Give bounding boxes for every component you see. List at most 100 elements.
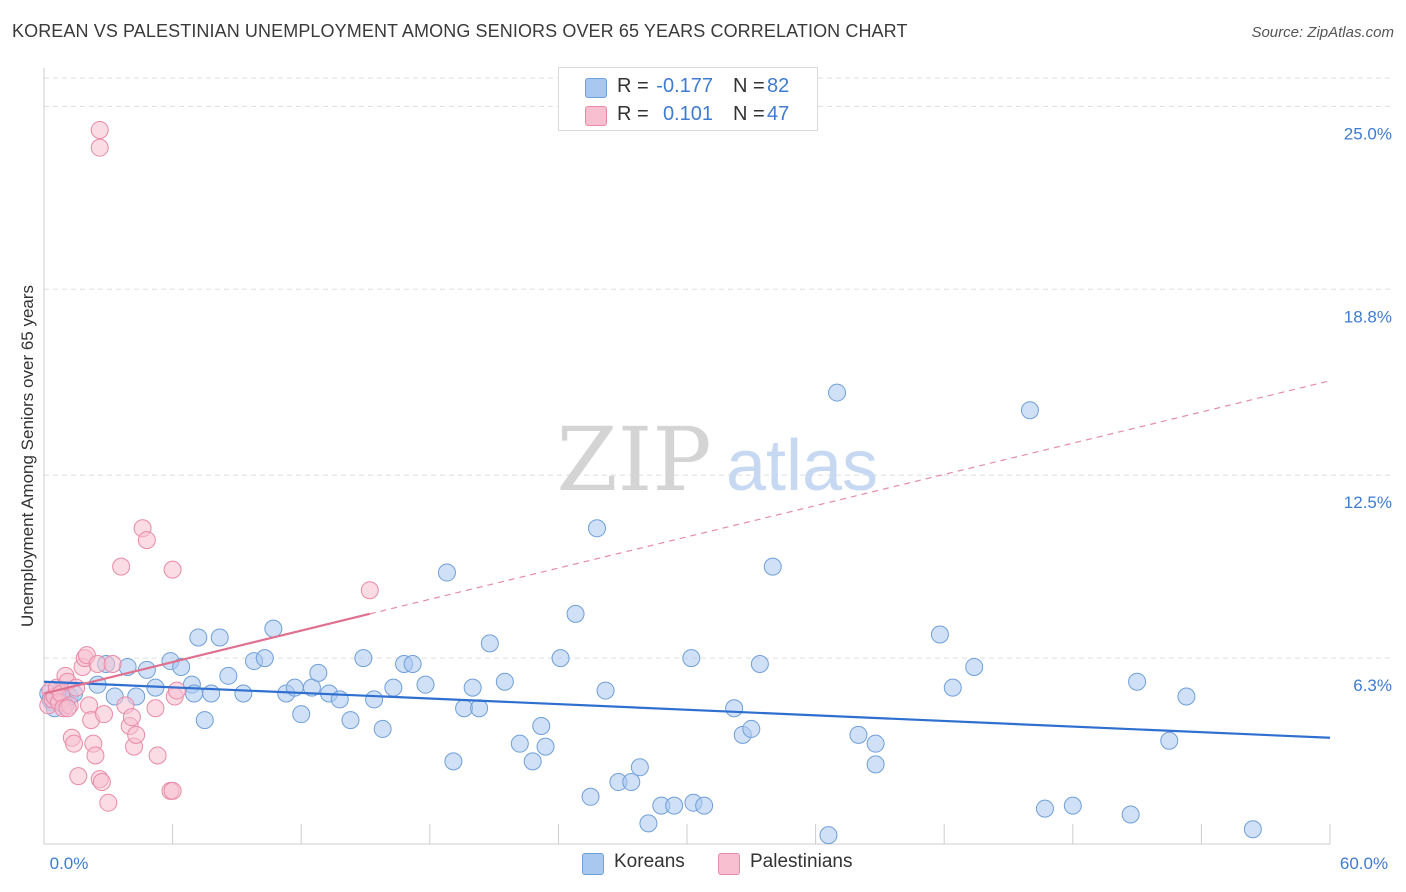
palestinian-point: [69, 767, 88, 786]
korean-point: [750, 655, 769, 674]
korean-point: [416, 675, 435, 694]
correlation-legend: R = -0.177 N = 82 R = 0.101 N = 47: [558, 67, 818, 131]
n-label: N =: [733, 103, 765, 125]
palestinian-point: [137, 531, 156, 550]
korean-point: [639, 814, 658, 833]
legend-row-korean: R = -0.177 N = 82: [559, 72, 817, 102]
palestinian-point: [95, 705, 114, 724]
korean-point: [341, 711, 360, 730]
y-tick-label: 6.3%: [1353, 676, 1392, 695]
palestinian-point: [99, 793, 118, 812]
korean-point: [523, 752, 542, 771]
korean-point: [1128, 672, 1147, 691]
korean-point: [943, 678, 962, 697]
korean-point: [725, 699, 744, 718]
korean-point: [866, 734, 885, 753]
palestinian-point: [127, 725, 146, 744]
palestinian-point: [90, 138, 109, 157]
korean-point: [596, 681, 615, 700]
korean-point: [622, 773, 641, 792]
korean-point: [354, 649, 373, 668]
korean-point: [1121, 805, 1140, 824]
korean-point: [849, 725, 868, 744]
palestinian-point: [88, 655, 107, 674]
n-label: N =: [733, 75, 765, 97]
palestinian-point: [146, 699, 165, 718]
korean-point: [255, 649, 274, 668]
korean-point: [566, 604, 585, 623]
palestinian-point: [90, 120, 109, 139]
korean-point: [630, 758, 649, 777]
palestinian-point: [163, 560, 182, 579]
korean-point: [536, 737, 555, 756]
y-axis-title: Unemployment Among Seniors over 65 years: [18, 284, 37, 628]
korean-point: [930, 625, 949, 644]
korean-point: [444, 752, 463, 771]
korean-point: [495, 672, 514, 691]
korean-point: [581, 787, 600, 806]
korean-point: [463, 678, 482, 697]
legend-label: Palestinians: [750, 851, 853, 872]
korean-point: [1177, 687, 1196, 706]
korean-point: [172, 657, 191, 676]
watermark: ZIP atlas: [556, 408, 878, 511]
y-tick-label: 18.8%: [1344, 307, 1392, 326]
korean-swatch: [582, 853, 604, 875]
palestinian-swatch: [585, 106, 607, 126]
palestinian-point: [167, 681, 186, 700]
korean-point: [510, 734, 529, 753]
korean-point: [551, 649, 570, 668]
n-value: 47: [767, 103, 790, 125]
korean-point: [742, 719, 761, 738]
korean-point: [195, 711, 214, 730]
r-value: 0.101: [662, 103, 713, 125]
tick-labels: 6.3% 12.5% 18.8% 25.0% 0.0% 60.0%: [50, 124, 1392, 873]
korean-point: [455, 699, 474, 718]
chart-title: KOREAN VS PALESTINIAN UNEMPLOYMENT AMONG…: [12, 21, 908, 41]
palestinian-point: [80, 696, 99, 715]
palestinian-point: [65, 734, 84, 753]
source-label: Source: ZipAtlas.com: [1251, 24, 1394, 41]
korean-point: [682, 649, 701, 668]
korean-point: [309, 663, 328, 682]
korean-point: [219, 666, 238, 685]
korean-point: [965, 657, 984, 676]
legend-row-palestinian: R = 0.101 N = 47: [559, 100, 817, 130]
palestinian-points: [39, 120, 379, 812]
palestinian-point: [58, 699, 77, 718]
korean-point: [365, 690, 384, 709]
grid-lines: [44, 77, 1392, 659]
x-tick-label: 60.0%: [1340, 854, 1388, 873]
palestinian-trend-line: [43, 612, 371, 695]
korean-point: [1035, 799, 1054, 818]
korean-point: [1020, 401, 1039, 420]
korean-point: [189, 628, 208, 647]
legend-label: Koreans: [614, 851, 685, 872]
korean-point: [210, 628, 229, 647]
korean-point: [866, 755, 885, 774]
palestinian-point: [163, 781, 182, 800]
korean-point: [828, 383, 847, 402]
korean-point: [1243, 820, 1262, 839]
y-tick-label: 25.0%: [1344, 124, 1392, 143]
korean-point: [819, 826, 838, 845]
axes: [43, 68, 1331, 845]
palestinian-point: [86, 746, 105, 765]
korean-point: [695, 796, 714, 815]
korean-point: [587, 519, 606, 538]
korean-point: [234, 684, 253, 703]
palestinian-point: [360, 581, 379, 600]
korean-swatch: [585, 78, 607, 98]
korean-point: [403, 655, 422, 674]
palestinian-swatch: [718, 853, 740, 875]
korean-point: [470, 699, 489, 718]
korean-point: [202, 684, 221, 703]
watermark-zip: ZIP: [556, 408, 711, 511]
korean-point: [264, 619, 283, 638]
x-tick-label: 0.0%: [50, 854, 89, 873]
palestinian-point: [148, 746, 167, 765]
r-label: R =: [617, 103, 649, 125]
korean-point: [292, 705, 311, 724]
korean-point: [437, 563, 456, 582]
